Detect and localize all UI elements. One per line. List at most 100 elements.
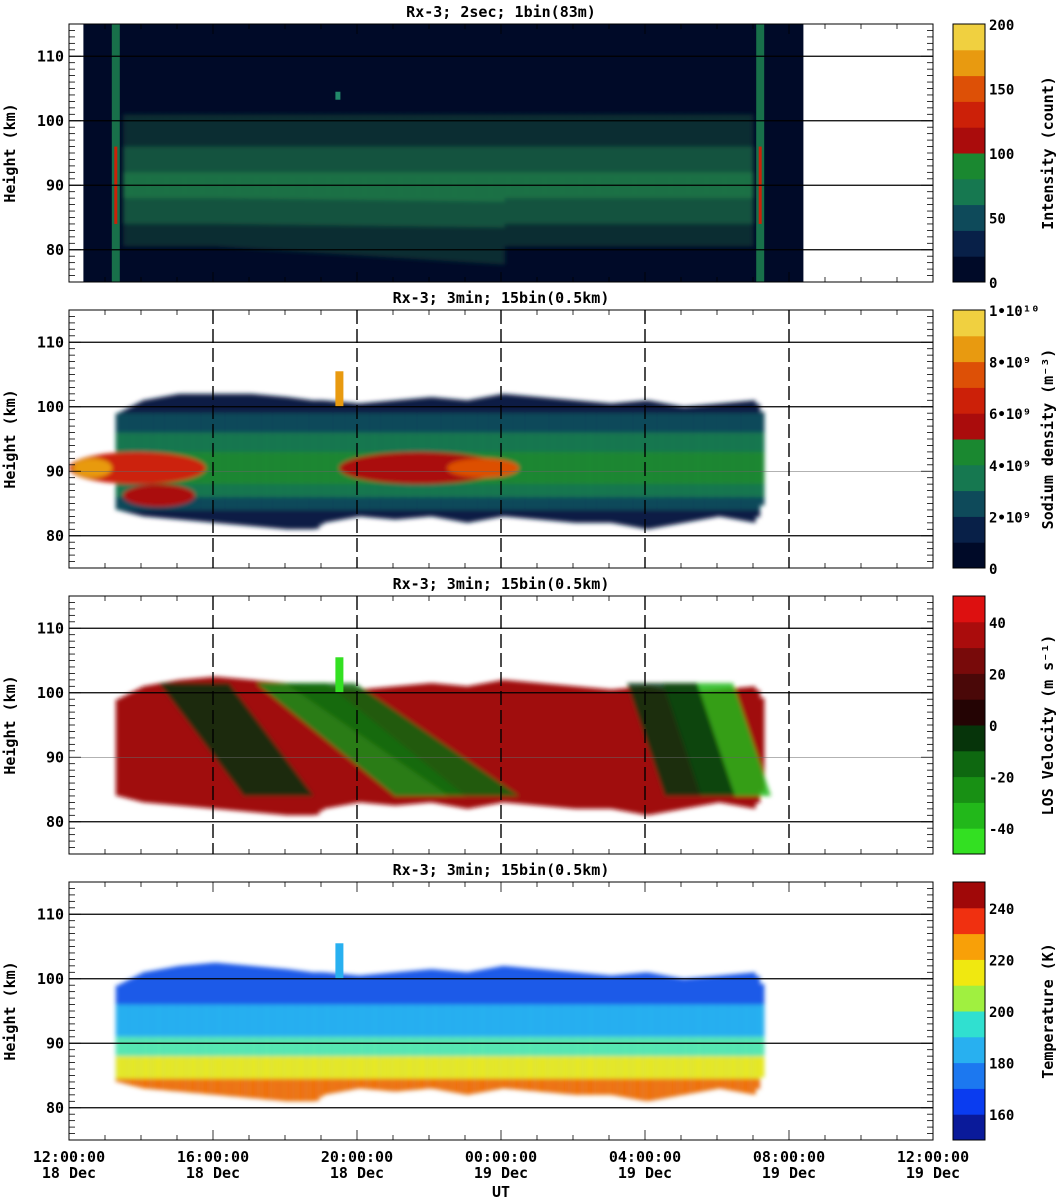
layer-cell <box>279 1078 285 1101</box>
intensity-cell <box>400 172 405 201</box>
layer-cell <box>254 451 259 485</box>
layer-cell <box>141 1056 147 1089</box>
layer-cell <box>465 1078 471 1095</box>
layer-cell <box>655 451 661 485</box>
layer-cell <box>694 1056 700 1093</box>
layer-cell <box>547 1056 553 1093</box>
layer-cell <box>603 1056 609 1095</box>
layer-cell <box>694 1078 700 1093</box>
layer-cell <box>573 451 579 485</box>
layer-cell <box>508 1078 514 1090</box>
layer-cell <box>513 1056 519 1090</box>
layer-cell <box>612 1056 618 1096</box>
intensity-cell <box>382 172 387 201</box>
layer-cell <box>608 451 614 485</box>
layer-cell <box>569 1078 575 1095</box>
x-tick-time: 04:00:00 <box>609 1148 681 1166</box>
layer-cell <box>629 1056 635 1099</box>
layer-cell <box>595 451 601 485</box>
layer-cell <box>452 685 458 807</box>
layer-cell <box>517 451 523 485</box>
colorbar-segment <box>953 647 985 674</box>
layer-cell <box>647 451 653 485</box>
layer-cell <box>699 1056 704 1092</box>
layer-cell <box>241 1078 246 1098</box>
intensity-cell <box>447 172 452 202</box>
layer-cell <box>711 1056 717 1090</box>
layer-cell <box>232 1078 238 1097</box>
layer-cell <box>336 1056 342 1093</box>
layer-cell <box>465 1056 471 1095</box>
layer-cell <box>625 1056 631 1098</box>
layer-cell <box>331 687 337 807</box>
intensity-cell <box>450 172 455 202</box>
layer-cell <box>690 451 696 485</box>
layer-cell <box>673 1078 678 1097</box>
intensity-cell <box>421 172 426 201</box>
intensity-cell <box>461 172 466 202</box>
layer-cell <box>586 687 592 809</box>
layer-cell <box>591 687 596 809</box>
layer-cell <box>254 1078 259 1099</box>
layer-cell <box>275 1056 281 1101</box>
layer-cell <box>439 1078 445 1091</box>
layer-cell <box>625 451 631 485</box>
layer-cell <box>526 682 532 805</box>
layer-cell <box>236 1078 242 1097</box>
layer-cell <box>629 451 635 485</box>
colorbar-tick-label: -20 <box>989 771 1014 787</box>
layer-cell <box>392 1078 398 1092</box>
layer-cell <box>275 682 281 815</box>
layer-cell <box>336 1078 342 1093</box>
layer-cell <box>133 690 138 801</box>
layer-cell <box>724 451 730 485</box>
layer-cell <box>241 451 246 485</box>
layer-cell <box>387 1078 393 1092</box>
layer-cell <box>560 451 566 485</box>
layer-cell <box>517 681 523 804</box>
layer-cell <box>258 451 264 485</box>
colorbar-segment <box>953 907 985 935</box>
y-tick-label: 80 <box>46 241 64 259</box>
colorbar-segment <box>953 204 985 231</box>
layer-2 <box>69 393 765 530</box>
layer-cell <box>301 1078 307 1102</box>
x-tick-date: 19 Dec <box>474 1164 528 1182</box>
layer-cell <box>137 1056 143 1088</box>
panel-title-1: Rx-3; 2sec; 1bin(83m) <box>406 3 596 21</box>
layer-cell <box>215 1078 221 1096</box>
layer-cell <box>444 1078 450 1092</box>
y-tick-label: 100 <box>37 970 64 988</box>
layer-cell <box>159 683 164 805</box>
intensity-cell <box>465 172 470 202</box>
colorbar-label: Sodium density (m⁻³) <box>1039 349 1057 530</box>
layer-cell <box>228 1056 234 1097</box>
layer-cell <box>409 1078 415 1091</box>
layer-cell <box>279 451 285 485</box>
layer-cell <box>711 451 717 485</box>
meteor-spike <box>335 657 344 693</box>
layer-cell <box>323 451 329 485</box>
colorbar-tick-label: 220 <box>989 953 1014 969</box>
layer-cell <box>612 451 618 485</box>
colorbar-frame <box>952 23 986 283</box>
colorbar-segment <box>953 439 985 466</box>
layer-cell <box>759 697 765 792</box>
layer-cell <box>660 1056 666 1099</box>
intensity-cell <box>360 172 365 201</box>
y-tick-label: 110 <box>37 619 64 637</box>
y-tick-label: 100 <box>37 684 64 702</box>
layer-cell <box>210 1078 216 1095</box>
layer-cell <box>651 451 657 485</box>
layer-cell <box>729 1056 735 1091</box>
layer-cell <box>668 1056 674 1098</box>
layer-cell <box>327 1056 333 1094</box>
layer-cell <box>180 1078 186 1092</box>
layer-cell <box>396 1056 402 1092</box>
intensity-cell <box>346 172 351 200</box>
layer-cell <box>184 1078 190 1093</box>
intensity-cell <box>371 172 376 201</box>
layer-cell <box>262 1078 268 1100</box>
layer-cell <box>344 1078 350 1091</box>
colorbar-label: Intensity (count) <box>1039 76 1057 230</box>
